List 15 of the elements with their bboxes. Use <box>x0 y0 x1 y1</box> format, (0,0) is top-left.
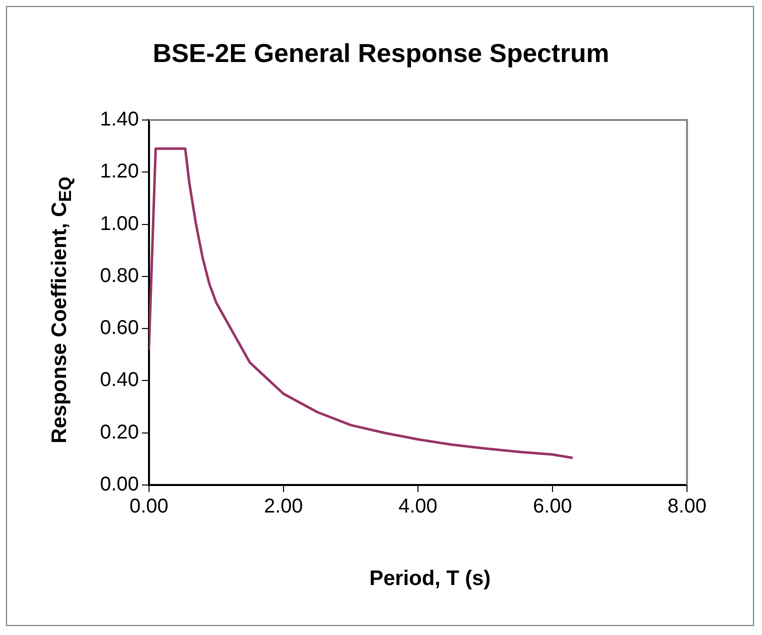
x-tick-label: 6.00 <box>533 496 572 518</box>
y-tick-label: 0.20 <box>100 421 139 444</box>
y-tick-label: 0.00 <box>100 474 139 496</box>
y-tick-label: 0.80 <box>100 264 139 287</box>
y-tick-label: 1.00 <box>100 212 139 235</box>
x-tick-label: 0.00 <box>129 496 168 518</box>
y-tick-label: 1.20 <box>100 160 139 183</box>
x-axis-title: Period, T (s) <box>368 567 492 591</box>
y-tick-label: 1.40 <box>100 108 139 131</box>
x-tick-label: 4.00 <box>398 496 438 518</box>
x-tick-label: 2.00 <box>264 496 303 518</box>
y-tick-label: 0.60 <box>100 317 139 340</box>
y-tick-label: 0.40 <box>100 369 139 392</box>
x-tick-label: 8.00 <box>668 496 706 518</box>
chart-title: BSE-2E General Response Spectrum <box>152 38 610 69</box>
